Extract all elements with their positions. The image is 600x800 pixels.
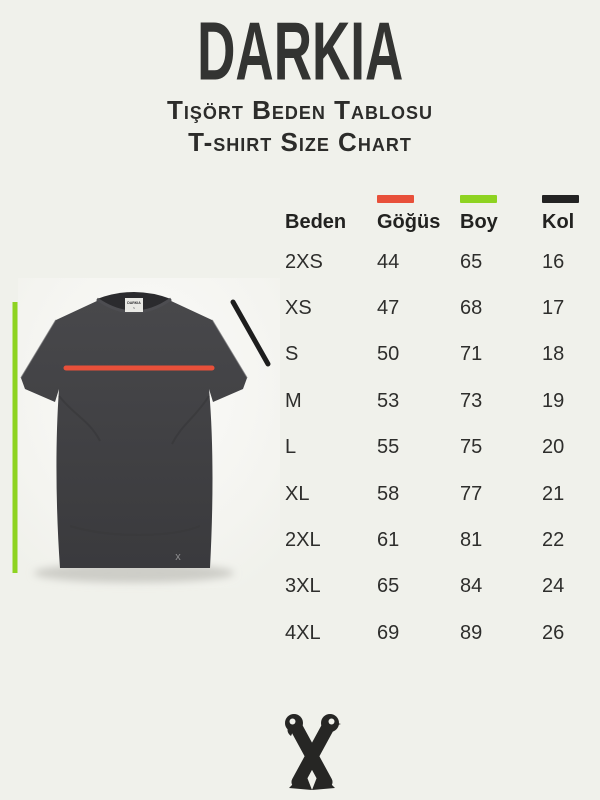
- length-value: 65: [460, 250, 483, 273]
- table-row: 3XL 65 84 24: [285, 564, 587, 610]
- column-header-boy: Boy: [460, 210, 498, 233]
- size-label: 3XL: [285, 575, 321, 598]
- table-header-row: Beden Göğüs Boy Kol: [285, 205, 587, 239]
- chest-value: 50: [377, 343, 400, 366]
- size-label: L: [285, 436, 297, 459]
- size-label: 2XL: [285, 529, 321, 552]
- length-value: 81: [460, 529, 483, 552]
- sleeve-value: 19: [542, 389, 565, 412]
- size-table: Beden Göğüs Boy Kol 2XS 44 65 16 XS 47 6…: [285, 183, 587, 657]
- legend-bar-kol: [542, 195, 579, 203]
- length-value: 73: [460, 389, 483, 412]
- footer-x-logo: [281, 712, 343, 792]
- table-row: 4XL 69 89 26: [285, 610, 587, 656]
- sleeve-value: 26: [542, 621, 565, 644]
- chest-value: 65: [377, 575, 400, 598]
- size-label: XL: [285, 482, 310, 505]
- legend-bar-gogus: [377, 195, 414, 203]
- chest-value: 55: [377, 436, 400, 459]
- chest-value: 53: [377, 389, 400, 412]
- chest-value: 44: [377, 250, 400, 273]
- subtitle-english: T-shirt Size Chart: [188, 127, 412, 157]
- length-value: 71: [460, 343, 483, 366]
- table-row: XS 47 68 17: [285, 285, 587, 331]
- size-label: XS: [285, 297, 312, 320]
- chest-value: 69: [377, 621, 400, 644]
- sleeve-value: 22: [542, 529, 565, 552]
- sleeve-value: 16: [542, 250, 565, 273]
- table-row: 2XS 44 65 16: [285, 239, 587, 285]
- sleeve-value: 17: [542, 297, 565, 320]
- table-row: M 53 73 19: [285, 378, 587, 424]
- sleeve-value: 20: [542, 436, 565, 459]
- collar-label: [125, 298, 143, 312]
- svg-text:S: S: [133, 307, 135, 310]
- chest-value: 47: [377, 297, 400, 320]
- sleeve-value: 24: [542, 575, 565, 598]
- length-value: 84: [460, 575, 483, 598]
- table-row: 2XL 61 81 22: [285, 517, 587, 563]
- tshirt-illustration: DARKIA S x: [12, 278, 280, 588]
- column-header-kol: Kol: [542, 210, 575, 233]
- header: DARKIA Tişört Beden Tablosu T-shirt Size…: [0, 0, 600, 158]
- size-label: S: [285, 343, 299, 366]
- size-label: 2XS: [285, 250, 323, 273]
- kol-sleeve-line: [230, 299, 271, 367]
- chest-value: 61: [377, 529, 400, 552]
- subtitle-turkish: Tişört Beden Tablosu: [167, 95, 433, 125]
- table-row: XL 58 77 21: [285, 471, 587, 517]
- length-value: 77: [460, 482, 483, 505]
- sleeve-value: 18: [542, 343, 565, 366]
- x-brand-mark-icon: [285, 714, 341, 790]
- length-value: 75: [460, 436, 483, 459]
- sleeve-value: 21: [542, 482, 565, 505]
- table-row: L 55 75 20: [285, 425, 587, 471]
- length-value: 68: [460, 297, 483, 320]
- chest-value: 58: [377, 482, 400, 505]
- table-row: S 50 71 18: [285, 332, 587, 378]
- brand-logo: DARKIA: [196, 5, 404, 98]
- column-header-gogus: Göğüs: [377, 210, 441, 233]
- column-header-beden: Beden: [285, 210, 347, 233]
- size-label: 4XL: [285, 621, 321, 644]
- shirt-hem-logo: x: [175, 551, 181, 563]
- tshirt-photo: DARKIA S x: [0, 276, 292, 606]
- size-label: M: [285, 389, 302, 412]
- length-value: 89: [460, 621, 483, 644]
- legend-bar-boy: [460, 195, 497, 203]
- collar-label-text: DARKIA: [127, 301, 141, 305]
- legend-bars: [285, 183, 587, 205]
